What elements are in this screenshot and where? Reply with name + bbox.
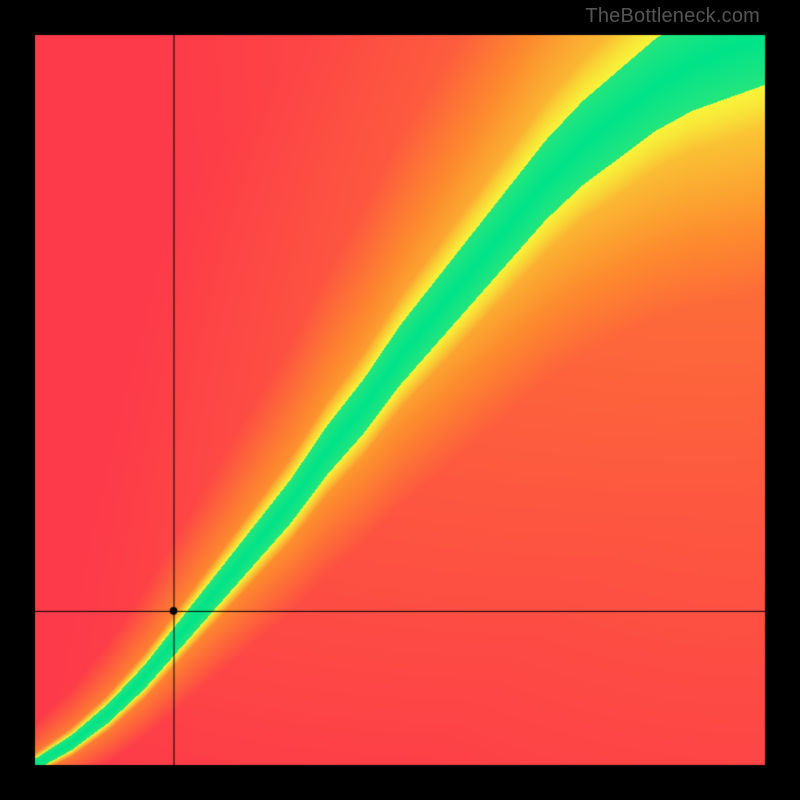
bottleneck-heatmap — [0, 0, 800, 800]
chart-container: { "watermark": { "text": "TheBottleneck.… — [0, 0, 800, 800]
watermark-text: TheBottleneck.com — [585, 5, 760, 28]
